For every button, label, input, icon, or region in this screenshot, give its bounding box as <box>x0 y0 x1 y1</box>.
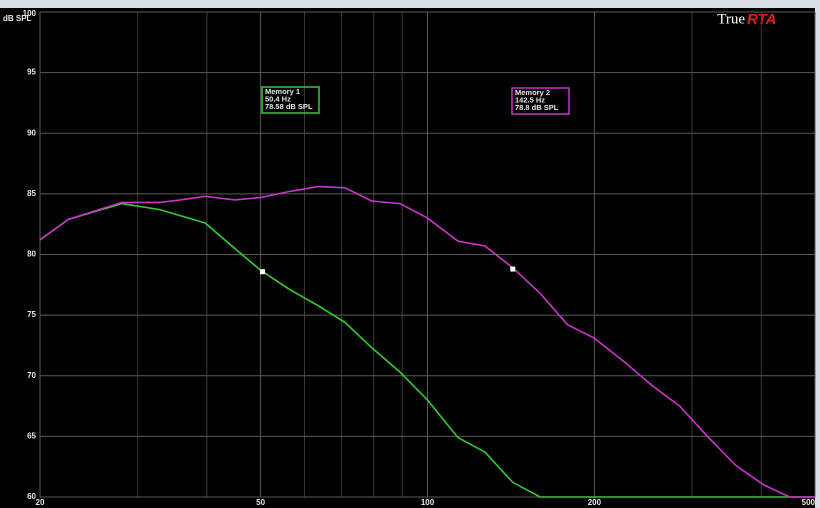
cursor-marker <box>260 269 266 275</box>
logo-text: True <box>717 11 745 27</box>
annotation-box <box>261 86 320 114</box>
x-tick-label: 100 <box>421 498 435 507</box>
y-tick-label: 60 <box>27 492 36 501</box>
y-tick-label: 80 <box>27 250 36 259</box>
x-tick-label: 50 <box>256 498 265 507</box>
annotation-text: Memory 1 <box>265 87 300 96</box>
y-tick-label: 90 <box>27 128 36 137</box>
x-tick-label: 20 <box>36 498 45 507</box>
series-line <box>39 202 815 498</box>
y-tick-label: 100 <box>23 9 37 18</box>
annotation-text: 142.5 Hz <box>515 95 545 104</box>
annotation-box <box>511 87 570 115</box>
annotation-text: 78.58 dB SPL <box>265 102 313 111</box>
y-tick-label: 75 <box>27 310 36 319</box>
annotation-text: Memory 2 <box>515 88 550 97</box>
y-tick-label: 85 <box>27 189 36 198</box>
annotation-text: 50.4 Hz <box>265 94 291 103</box>
plot-background <box>0 8 815 508</box>
annotation-text: 78.8 dB SPL <box>515 103 559 112</box>
cursor-marker <box>510 266 516 272</box>
y-tick-label: 65 <box>27 431 36 440</box>
y-axis-label: dB SPL <box>3 14 32 23</box>
series-line <box>39 185 815 498</box>
x-tick-label: 200 <box>588 498 602 507</box>
y-tick-label: 70 <box>27 371 36 380</box>
y-tick-label: 95 <box>27 68 36 77</box>
x-tick-label: 500 <box>802 498 816 507</box>
